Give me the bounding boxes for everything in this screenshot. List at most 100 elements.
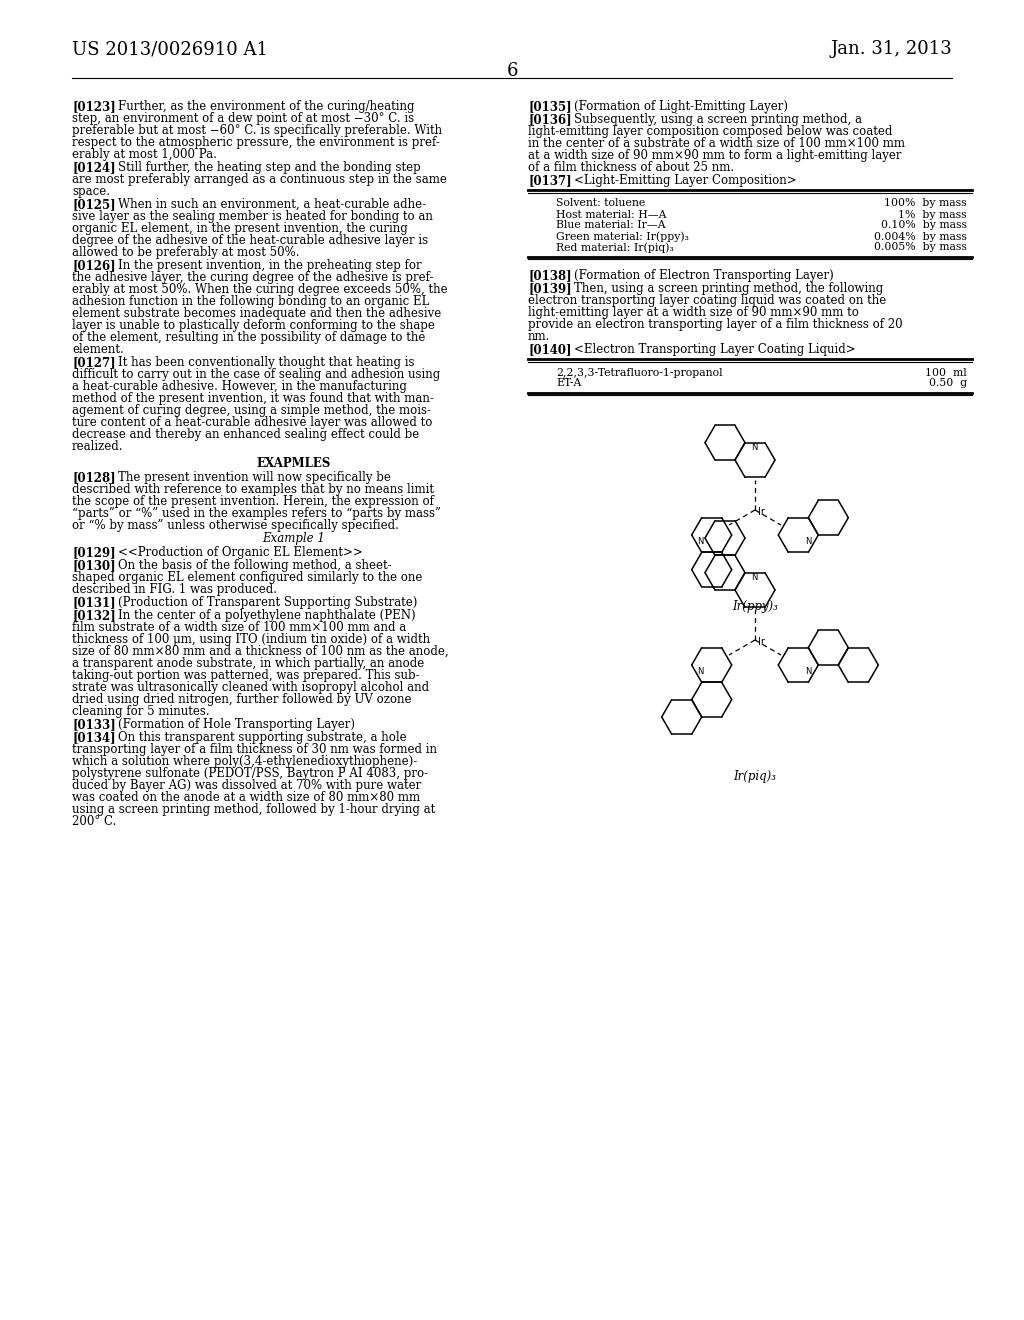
Text: [0129]: [0129]: [72, 546, 116, 558]
Text: or “% by mass” unless otherwise specifically specified.: or “% by mass” unless otherwise specific…: [72, 519, 399, 532]
Text: 200° C.: 200° C.: [72, 814, 117, 828]
Text: erably at most 50%. When the curing degree exceeds 50%, the: erably at most 50%. When the curing degr…: [72, 282, 447, 296]
Text: respect to the atmospheric pressure, the environment is pref-: respect to the atmospheric pressure, the…: [72, 136, 440, 149]
Text: [0131]: [0131]: [72, 597, 116, 609]
Text: the scope of the present invention. Herein, the expression of: the scope of the present invention. Here…: [72, 495, 434, 508]
Text: dried using dried nitrogen, further followed by UV ozone: dried using dried nitrogen, further foll…: [72, 693, 412, 706]
Text: [0138]: [0138]: [528, 269, 571, 282]
Text: Jan. 31, 2013: Jan. 31, 2013: [830, 40, 952, 58]
Text: using a screen printing method, followed by 1-hour drying at: using a screen printing method, followed…: [72, 803, 435, 816]
Text: Subsequently, using a screen printing method, a: Subsequently, using a screen printing me…: [574, 114, 862, 125]
Text: step, an environment of a dew point of at most −30° C. is: step, an environment of a dew point of a…: [72, 112, 414, 125]
Text: of a film thickness of about 25 nm.: of a film thickness of about 25 nm.: [528, 161, 734, 174]
Text: Then, using a screen printing method, the following: Then, using a screen printing method, th…: [574, 282, 884, 294]
Text: (Production of Transparent Supporting Substrate): (Production of Transparent Supporting Su…: [118, 597, 418, 609]
Text: are most preferably arranged as a continuous step in the same: are most preferably arranged as a contin…: [72, 173, 446, 186]
Text: In the present invention, in the preheating step for: In the present invention, in the preheat…: [118, 259, 422, 272]
Text: a transparent anode substrate, in which partially, an anode: a transparent anode substrate, in which …: [72, 657, 424, 671]
Text: electron transporting layer coating liquid was coated on the: electron transporting layer coating liqu…: [528, 294, 886, 308]
Text: of the element, resulting in the possibility of damage to the: of the element, resulting in the possibi…: [72, 331, 425, 345]
Text: ture content of a heat-curable adhesive layer was allowed to: ture content of a heat-curable adhesive …: [72, 416, 432, 429]
Text: 6: 6: [506, 62, 518, 81]
Text: provide an electron transporting layer of a film thickness of 20: provide an electron transporting layer o…: [528, 318, 902, 331]
Text: degree of the adhesive of the heat-curable adhesive layer is: degree of the adhesive of the heat-curab…: [72, 234, 428, 247]
Text: adhesion function in the following bonding to an organic EL: adhesion function in the following bondi…: [72, 294, 429, 308]
Text: [0137]: [0137]: [528, 174, 571, 187]
Text: N: N: [805, 667, 811, 676]
Text: N: N: [805, 536, 811, 545]
Text: shaped organic EL element configured similarly to the one: shaped organic EL element configured sim…: [72, 572, 422, 583]
Text: When in such an environment, a heat-curable adhe-: When in such an environment, a heat-cura…: [118, 198, 426, 211]
Text: [0127]: [0127]: [72, 356, 116, 370]
Text: [0130]: [0130]: [72, 558, 116, 572]
Text: [0123]: [0123]: [72, 100, 116, 114]
Text: polystyrene sulfonate (PEDOT/PSS, Baytron P AI 4083, pro-: polystyrene sulfonate (PEDOT/PSS, Baytro…: [72, 767, 428, 780]
Text: EXAPMLES: EXAPMLES: [257, 457, 331, 470]
Text: Host material: H—A: Host material: H—A: [556, 210, 667, 219]
Text: film substrate of a width size of 100 mm×100 mm and a: film substrate of a width size of 100 mm…: [72, 620, 407, 634]
Text: light-emitting layer at a width size of 90 mm×90 mm to: light-emitting layer at a width size of …: [528, 306, 859, 319]
Text: [0139]: [0139]: [528, 282, 571, 294]
Text: N: N: [751, 444, 758, 453]
Text: element substrate becomes inadequate and then the adhesive: element substrate becomes inadequate and…: [72, 308, 441, 319]
Text: difficult to carry out in the case of sealing and adhesion using: difficult to carry out in the case of se…: [72, 368, 440, 381]
Text: erably at most 1,000 Pa.: erably at most 1,000 Pa.: [72, 148, 217, 161]
Text: [0140]: [0140]: [528, 343, 571, 356]
Text: 100  ml: 100 ml: [926, 367, 967, 378]
Text: allowed to be preferably at most 50%.: allowed to be preferably at most 50%.: [72, 246, 299, 259]
Text: In the center of a polyethylene naphthalate (PEN): In the center of a polyethylene naphthal…: [118, 609, 416, 622]
Text: preferable but at most −60° C. is specifically preferable. With: preferable but at most −60° C. is specif…: [72, 124, 442, 137]
Text: 0.10%  by mass: 0.10% by mass: [881, 220, 967, 231]
Text: (Formation of Light-Emitting Layer): (Formation of Light-Emitting Layer): [574, 100, 788, 114]
Text: described in FIG. 1 was produced.: described in FIG. 1 was produced.: [72, 583, 278, 597]
Text: [0134]: [0134]: [72, 731, 116, 744]
Text: taking-out portion was patterned, was prepared. This sub-: taking-out portion was patterned, was pr…: [72, 669, 420, 682]
Text: (Formation of Hole Transporting Layer): (Formation of Hole Transporting Layer): [118, 718, 355, 731]
Text: duced by Bayer AG) was dissolved at 70% with pure water: duced by Bayer AG) was dissolved at 70% …: [72, 779, 421, 792]
Text: sive layer as the sealing member is heated for bonding to an: sive layer as the sealing member is heat…: [72, 210, 433, 223]
Text: decrease and thereby an enhanced sealing effect could be: decrease and thereby an enhanced sealing…: [72, 428, 419, 441]
Text: cleaning for 5 minutes.: cleaning for 5 minutes.: [72, 705, 210, 718]
Text: On the basis of the following method, a sheet-: On the basis of the following method, a …: [118, 558, 391, 572]
Text: Example 1: Example 1: [262, 532, 326, 545]
Text: Further, as the environment of the curing/heating: Further, as the environment of the curin…: [118, 100, 415, 114]
Text: It has been conventionally thought that heating is: It has been conventionally thought that …: [118, 356, 415, 370]
Text: [0136]: [0136]: [528, 114, 571, 125]
Text: [0128]: [0128]: [72, 471, 116, 484]
Text: <Light-Emitting Layer Composition>: <Light-Emitting Layer Composition>: [574, 174, 797, 187]
Text: On this transparent supporting substrate, a hole: On this transparent supporting substrate…: [118, 731, 407, 744]
Text: method of the present invention, it was found that with man-: method of the present invention, it was …: [72, 392, 434, 405]
Text: [0135]: [0135]: [528, 100, 571, 114]
Text: size of 80 mm×80 mm and a thickness of 100 nm as the anode,: size of 80 mm×80 mm and a thickness of 1…: [72, 645, 449, 657]
Text: N: N: [751, 573, 758, 582]
Text: US 2013/0026910 A1: US 2013/0026910 A1: [72, 40, 268, 58]
Text: Still further, the heating step and the bonding step: Still further, the heating step and the …: [118, 161, 421, 174]
Text: <<Production of Organic EL Element>>: <<Production of Organic EL Element>>: [118, 546, 362, 558]
Text: N: N: [697, 536, 703, 545]
Text: space.: space.: [72, 185, 110, 198]
Text: [0124]: [0124]: [72, 161, 116, 174]
Text: strate was ultrasonically cleaned with isopropyl alcohol and: strate was ultrasonically cleaned with i…: [72, 681, 429, 694]
Text: realized.: realized.: [72, 440, 124, 453]
Text: N: N: [697, 667, 703, 676]
Text: Green material: Ir(ppy)₃: Green material: Ir(ppy)₃: [556, 231, 689, 242]
Text: 2,2,3,3-Tetrafluoro-1-propanol: 2,2,3,3-Tetrafluoro-1-propanol: [556, 367, 723, 378]
Text: Ir: Ir: [758, 507, 765, 517]
Text: agement of curing degree, using a simple method, the mois-: agement of curing degree, using a simple…: [72, 404, 431, 417]
Text: transporting layer of a film thickness of 30 nm was formed in: transporting layer of a film thickness o…: [72, 743, 437, 756]
Text: Ir(ppy)₃: Ir(ppy)₃: [732, 601, 778, 612]
Text: Blue material: Ir—A: Blue material: Ir—A: [556, 220, 666, 231]
Text: [0132]: [0132]: [72, 609, 116, 622]
Text: at a width size of 90 mm×90 mm to form a light-emitting layer: at a width size of 90 mm×90 mm to form a…: [528, 149, 901, 162]
Text: described with reference to examples that by no means limit: described with reference to examples tha…: [72, 483, 434, 496]
Text: ET-A: ET-A: [556, 379, 582, 388]
Text: Ir: Ir: [758, 638, 765, 647]
Text: Solvent: toluene: Solvent: toluene: [556, 198, 645, 209]
Text: in the center of a substrate of a width size of 100 mm×100 mm: in the center of a substrate of a width …: [528, 137, 905, 150]
Text: [0126]: [0126]: [72, 259, 116, 272]
Text: 100%  by mass: 100% by mass: [885, 198, 967, 209]
Text: element.: element.: [72, 343, 124, 356]
Text: 0.50  g: 0.50 g: [929, 379, 967, 388]
Text: which a solution where poly(3,4-ethylenedioxythiophene)-: which a solution where poly(3,4-ethylene…: [72, 755, 417, 768]
Text: 0.004%  by mass: 0.004% by mass: [874, 231, 967, 242]
